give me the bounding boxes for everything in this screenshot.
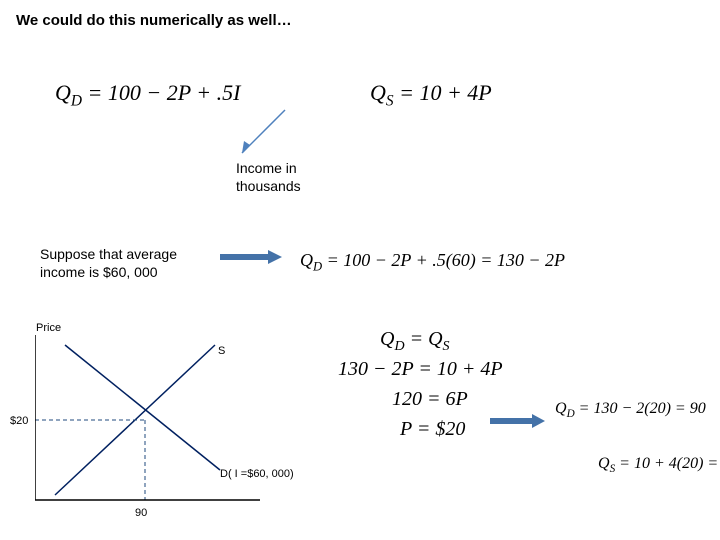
equation-qd-substituted: QD = 100 − 2P + .5(60) = 130 − 2P	[300, 250, 565, 275]
supply-demand-chart	[35, 335, 265, 505]
arrow-income	[230, 105, 290, 160]
equation-qd: QD = 100 − 2P + .5I	[55, 80, 240, 110]
arrow-final	[490, 414, 545, 428]
chart-x-tick: 90	[135, 507, 147, 519]
equation-qd-final: QD = 130 − 2(20) = 90	[555, 400, 706, 420]
demand-line	[65, 345, 220, 470]
equation-price: P = $20	[400, 418, 465, 441]
arrow-suppose	[220, 250, 282, 264]
equation-step2: 130 − 2P = 10 + 4P	[338, 358, 503, 381]
equation-equilibrium: QD = QS	[380, 328, 450, 355]
equation-qs: QS = 10 + 4P	[370, 80, 492, 110]
equation-qs-final: QS = 10 + 4(20) = 90	[598, 455, 720, 475]
equation-step3: 120 = 6P	[392, 388, 468, 411]
chart-y-axis-label: Price	[36, 322, 61, 334]
chart-y-tick: $20	[10, 415, 28, 427]
income-label: Income inthousands	[236, 160, 301, 195]
suppose-text: Suppose that average income is $60, 000	[40, 245, 210, 281]
slide-title: We could do this numerically as well…	[16, 12, 292, 29]
